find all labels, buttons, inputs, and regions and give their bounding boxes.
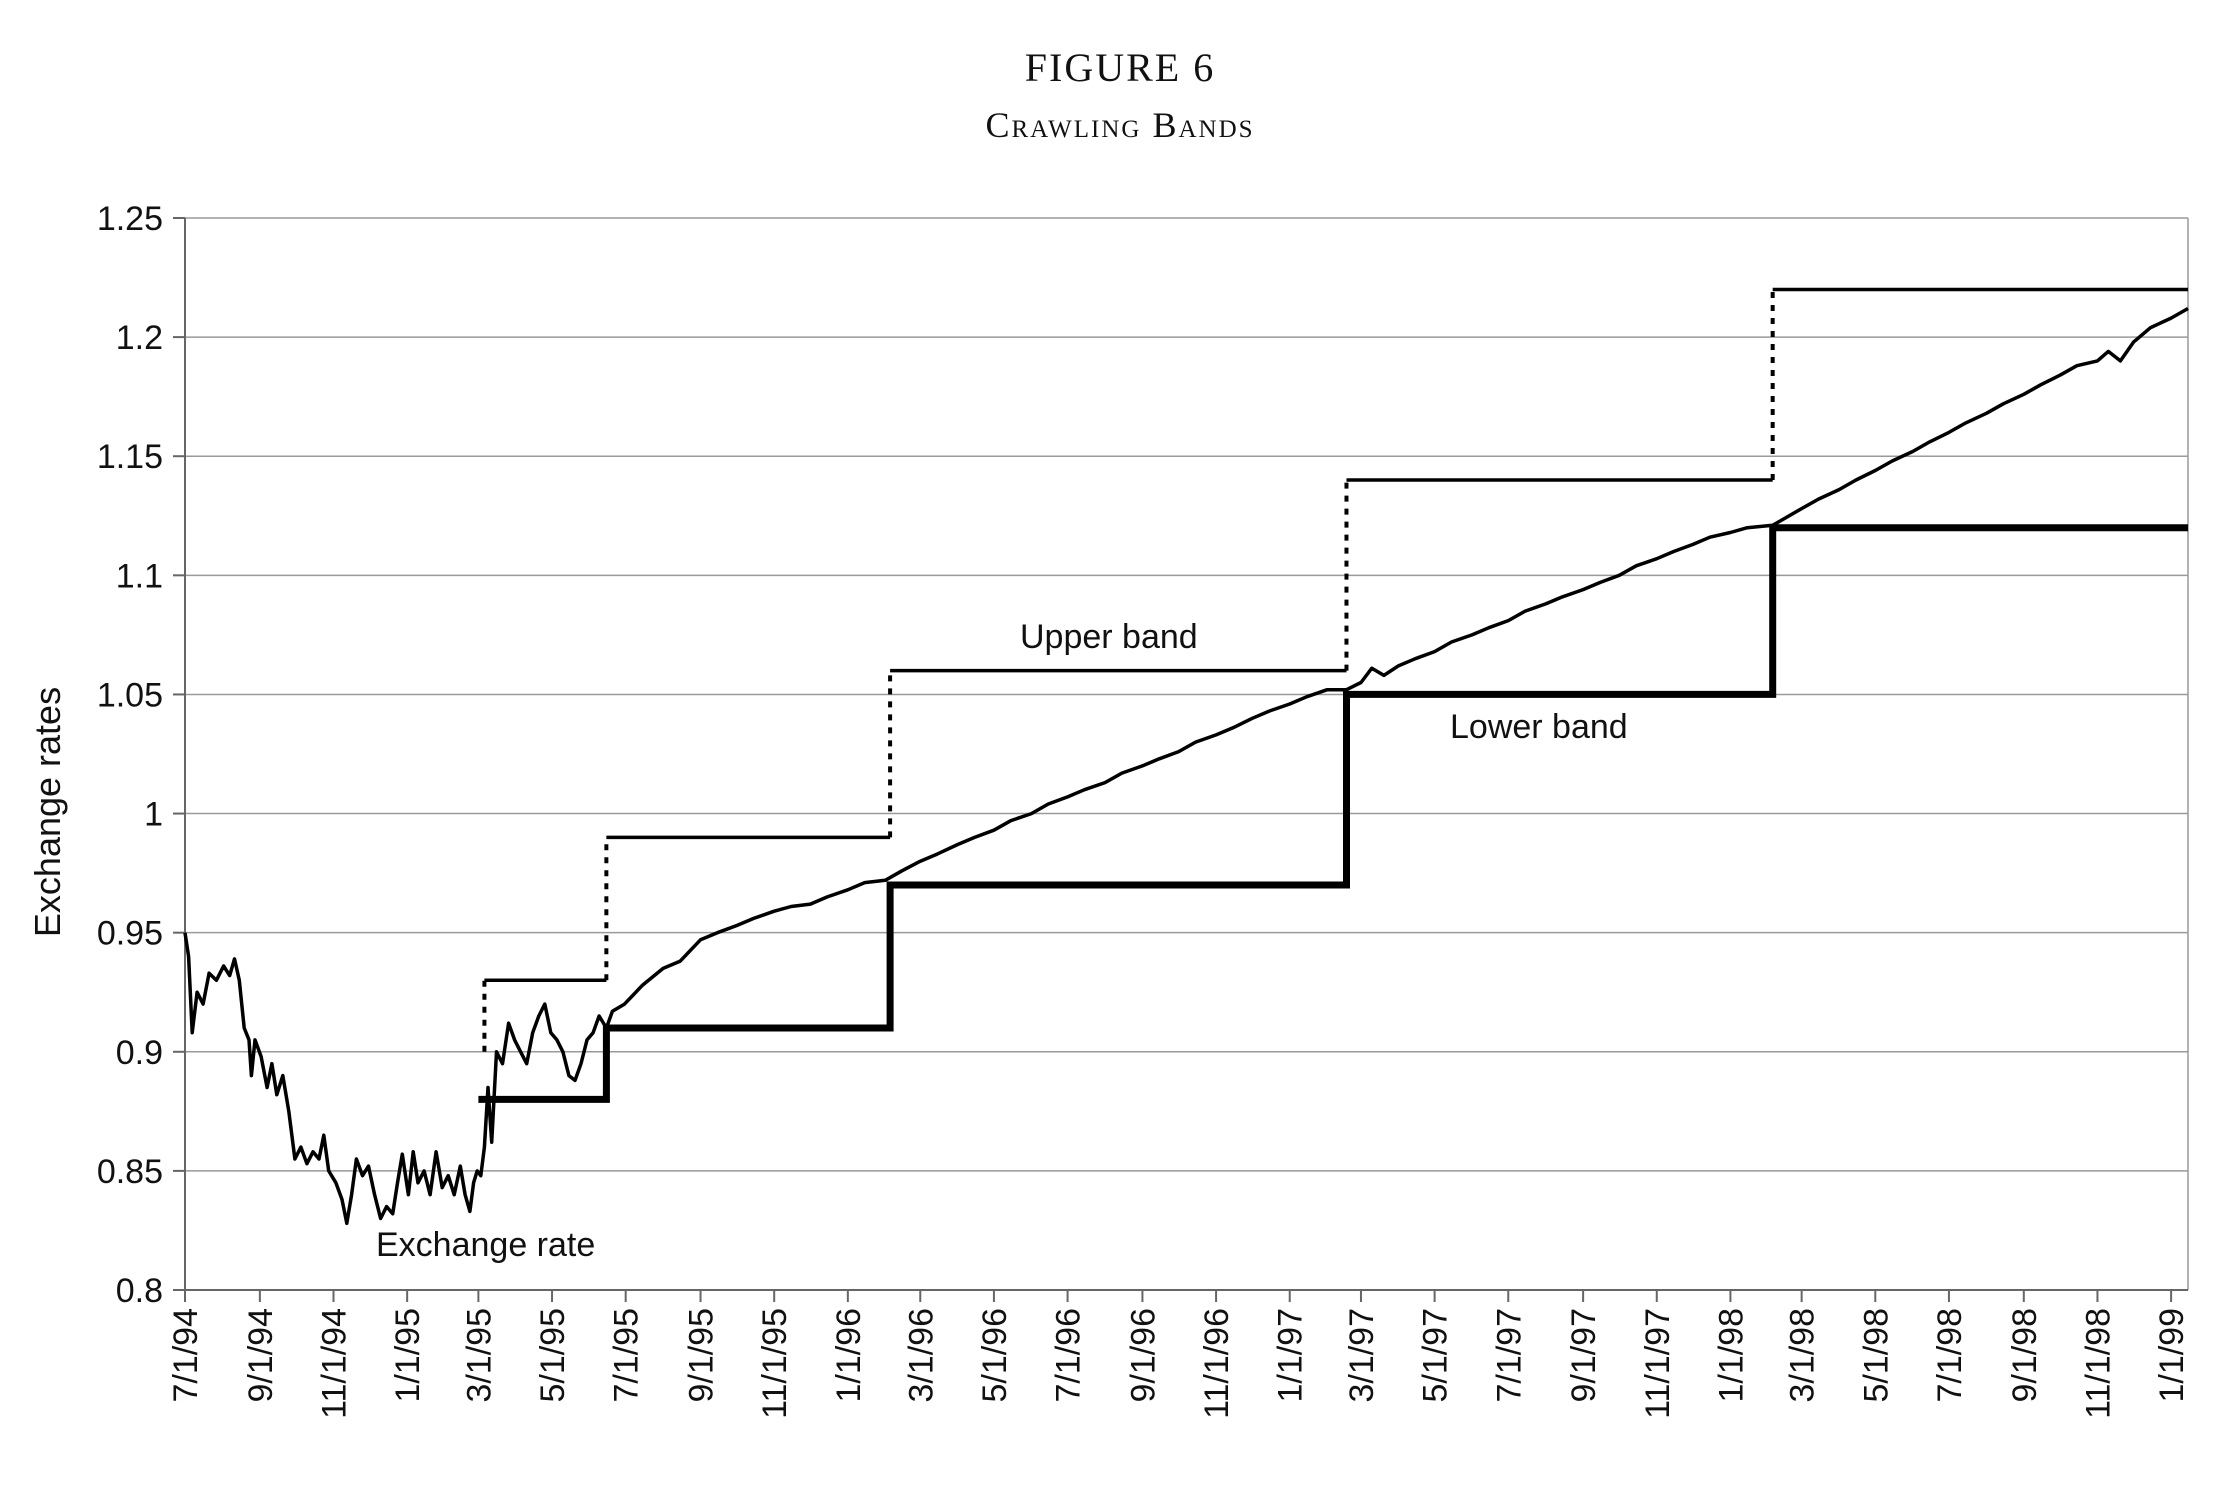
x-tick-label-12: 7/1/96 [1050,1308,1088,1403]
annotation-upper-band: Upper band [1020,618,1198,656]
y-tick-label-0: 1.25 [97,200,163,238]
y-tick-label-3: 1.1 [116,557,163,595]
y-axis-title: Exchange rates [27,687,68,937]
y-tick-labels: 1.25 1.2 1.15 1.1 1.05 1 0.95 0.9 0.85 0.8 [97,200,163,1310]
x-tick-labels: 7/1/94 9/1/94 11/1/94 1/1/95 3/1/95 5/1/95 7/1… [167,1308,2191,1419]
y-tick-label-7: 0.9 [116,1034,163,1072]
x-tick-label-22: 3/1/98 [1784,1308,1822,1403]
series-exchange-rate [183,306,2189,1226]
axes [173,217,2189,1302]
y-tick-label-2: 1.15 [97,438,163,476]
x-tick-label-6: 7/1/95 [608,1308,646,1403]
series-lines [183,287,2189,1226]
x-tick-label-1: 9/1/94 [242,1308,280,1403]
x-tick-label-9: 1/1/96 [830,1308,868,1403]
x-tick-label-26: 11/1/98 [2079,1308,2117,1419]
x-tick-label-8: 11/1/95 [756,1308,794,1419]
x-tick-label-7: 9/1/95 [683,1308,721,1403]
x-tick-label-27: 1/1/99 [2153,1308,2191,1403]
x-tick-label-13: 9/1/96 [1124,1308,1162,1403]
x-tick-label-25: 9/1/98 [2006,1308,2044,1403]
y-tick-label-9: 0.8 [116,1272,163,1310]
x-tick-label-16: 3/1/97 [1343,1308,1381,1403]
x-tick-label-15: 1/1/97 [1272,1308,1310,1403]
y-tick-label-8: 0.85 [97,1153,163,1191]
series-lower-band [478,524,2188,1103]
x-tick-label-23: 5/1/98 [1857,1308,1895,1403]
y-tick-label-5: 1 [144,796,163,834]
figure-title: Crawling Bands [985,105,1255,145]
x-tick-label-24: 7/1/98 [1931,1308,1969,1403]
x-tick-label-19: 9/1/97 [1565,1308,1603,1403]
y-tick-label-1: 1.2 [116,319,163,357]
x-tick-label-5: 5/1/95 [534,1308,572,1403]
x-tick-label-0: 7/1/94 [167,1308,205,1403]
x-tick-label-18: 7/1/97 [1490,1308,1528,1403]
x-tick-label-10: 3/1/96 [902,1308,940,1403]
x-tick-label-4: 3/1/95 [460,1308,498,1403]
annotation-lower-band: Lower band [1450,708,1628,746]
x-tick-label-11: 5/1/96 [976,1308,1014,1403]
x-tick-label-2: 11/1/94 [316,1308,354,1419]
annotation-exchange-rate: Exchange rate [376,1226,595,1264]
x-tick-label-21: 1/1/98 [1712,1308,1750,1403]
figure-number: FIGURE 6 [1024,45,1216,90]
y-tick-label-4: 1.05 [97,676,163,714]
y-tick-label-6: 0.95 [97,915,163,953]
x-tick-label-20: 11/1/97 [1639,1308,1677,1419]
x-tick-label-3: 1/1/95 [389,1308,427,1403]
x-tick-label-14: 11/1/96 [1198,1308,1236,1419]
x-tick-label-17: 5/1/97 [1417,1308,1455,1403]
